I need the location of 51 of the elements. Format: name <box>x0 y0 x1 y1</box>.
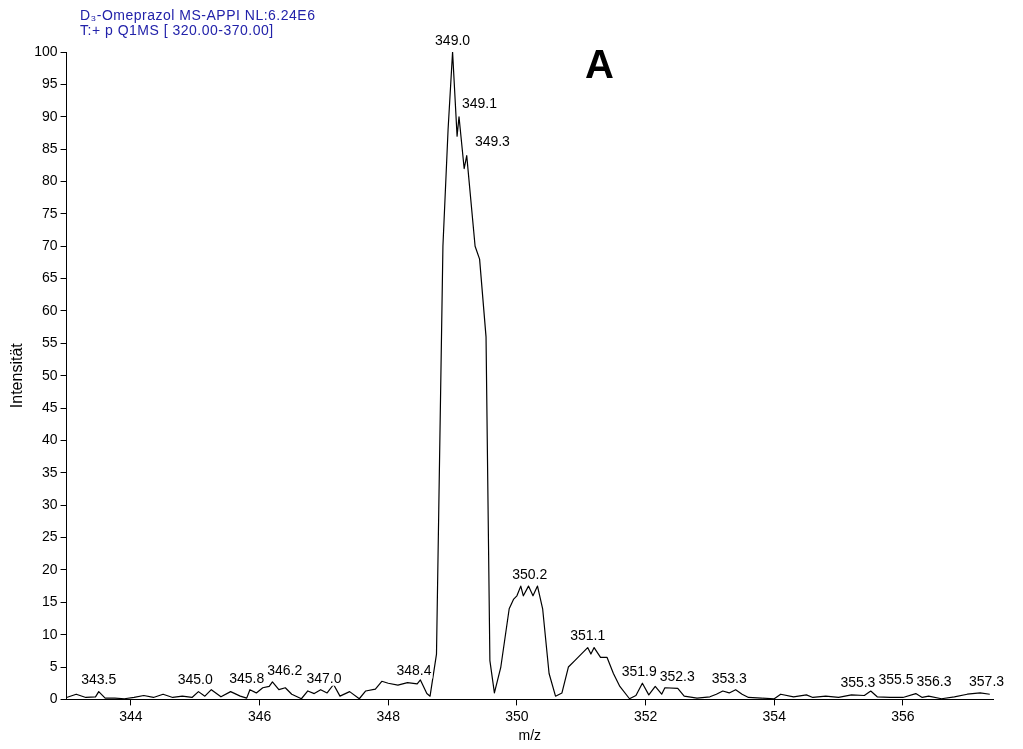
x-axis-title: m/z <box>518 727 542 744</box>
x-tick-label: 348 <box>376 707 401 724</box>
y-tick-label: 10 <box>41 625 58 642</box>
annotation: 355.3 <box>840 674 876 691</box>
y-tick-label: 100 <box>34 42 58 59</box>
y-tick-label: 45 <box>41 398 58 415</box>
x-tick-label: 356 <box>891 707 915 724</box>
annotation: 357.3 <box>969 672 1005 689</box>
annotation: 356.3 <box>916 673 952 690</box>
annotation: 349.0 <box>435 31 471 48</box>
x-tick-label: 346 <box>247 707 272 724</box>
y-tick-label: 85 <box>41 139 58 156</box>
y-tick-label: 0 <box>49 690 58 707</box>
x-tick-label: 350 <box>505 707 529 724</box>
y-tick-label: 60 <box>41 301 58 318</box>
annotation: 352.3 <box>659 667 695 684</box>
annotation: A <box>585 42 614 87</box>
y-tick-label: 50 <box>41 366 58 383</box>
annotation: 349.3 <box>474 133 511 150</box>
y-tick-label: 35 <box>41 463 58 480</box>
y-tick-label: 80 <box>41 172 58 189</box>
annotation: 347.0 <box>306 669 342 686</box>
y-tick-label: 90 <box>41 107 58 124</box>
y-tick-label: 30 <box>41 496 58 513</box>
y-tick-label: 95 <box>41 75 58 92</box>
annotation: 355.5 <box>878 670 914 687</box>
annotation: 348.4 <box>396 662 432 679</box>
annotation: 350.2 <box>512 565 548 582</box>
y-tick-label: 65 <box>41 269 58 286</box>
y-tick-label: 70 <box>41 237 58 254</box>
annotation: 345.0 <box>177 671 213 688</box>
y-axis-title: Intensität <box>8 342 26 409</box>
annotation: 345.8 <box>229 669 265 686</box>
y-tick-label: 40 <box>41 431 58 448</box>
y-tick-label: 15 <box>41 593 58 610</box>
y-tick-label: 25 <box>41 528 58 545</box>
y-tick-label: 5 <box>49 657 58 674</box>
x-tick-label: 344 <box>119 707 143 724</box>
x-tick-label: 352 <box>633 707 658 724</box>
y-tick-label: 75 <box>41 204 58 221</box>
annotation: 349.1 <box>462 94 498 111</box>
annotation: 351.9 <box>621 663 657 680</box>
y-tick-label: 55 <box>41 334 58 351</box>
annotation: 351.1 <box>570 627 606 644</box>
chart-title: D₃-Omeprazol MS-APPI NL:6.24E6 <box>80 7 316 23</box>
y-tick-label: 20 <box>41 560 58 577</box>
annotation: 353.3 <box>711 669 747 686</box>
x-tick-label: 354 <box>762 707 787 724</box>
annotation: 346.2 <box>267 661 303 678</box>
chart-subtitle: T:+ p Q1MS [ 320.00-370.00] <box>80 22 275 38</box>
annotation: 343.5 <box>81 671 117 688</box>
